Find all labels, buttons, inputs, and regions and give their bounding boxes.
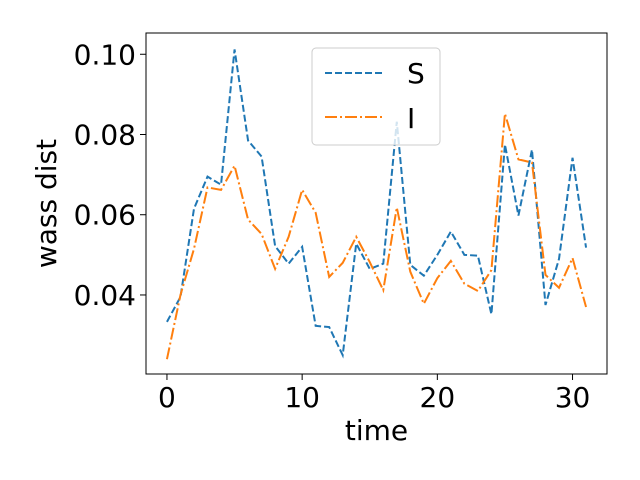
x-tick-label: 10 [284, 381, 320, 414]
x-tick-label: 30 [555, 381, 591, 414]
plot-frame [145, 32, 608, 375]
y-axis-label: wass dist [30, 139, 63, 268]
series-line-i [165, 113, 588, 360]
legend-label-i: I [407, 102, 415, 135]
legend: S I [311, 47, 441, 146]
x-tick-label: 0 [158, 381, 176, 414]
x-axis-label: time [345, 414, 408, 447]
y-tick-label: 0.04 [74, 279, 136, 312]
series-layer [165, 49, 588, 360]
legend-label-s: S [407, 57, 425, 90]
y-tick-label: 0.10 [74, 38, 136, 71]
ticks-layer: 0 10 20 30 0.04 0.06 0.08 0.10 [74, 38, 591, 414]
x-tick-label: 20 [420, 381, 456, 414]
y-tick-label: 0.08 [74, 118, 136, 151]
series-line-s [166, 49, 588, 359]
legend-box [311, 47, 441, 146]
y-tick-label: 0.06 [74, 199, 136, 232]
